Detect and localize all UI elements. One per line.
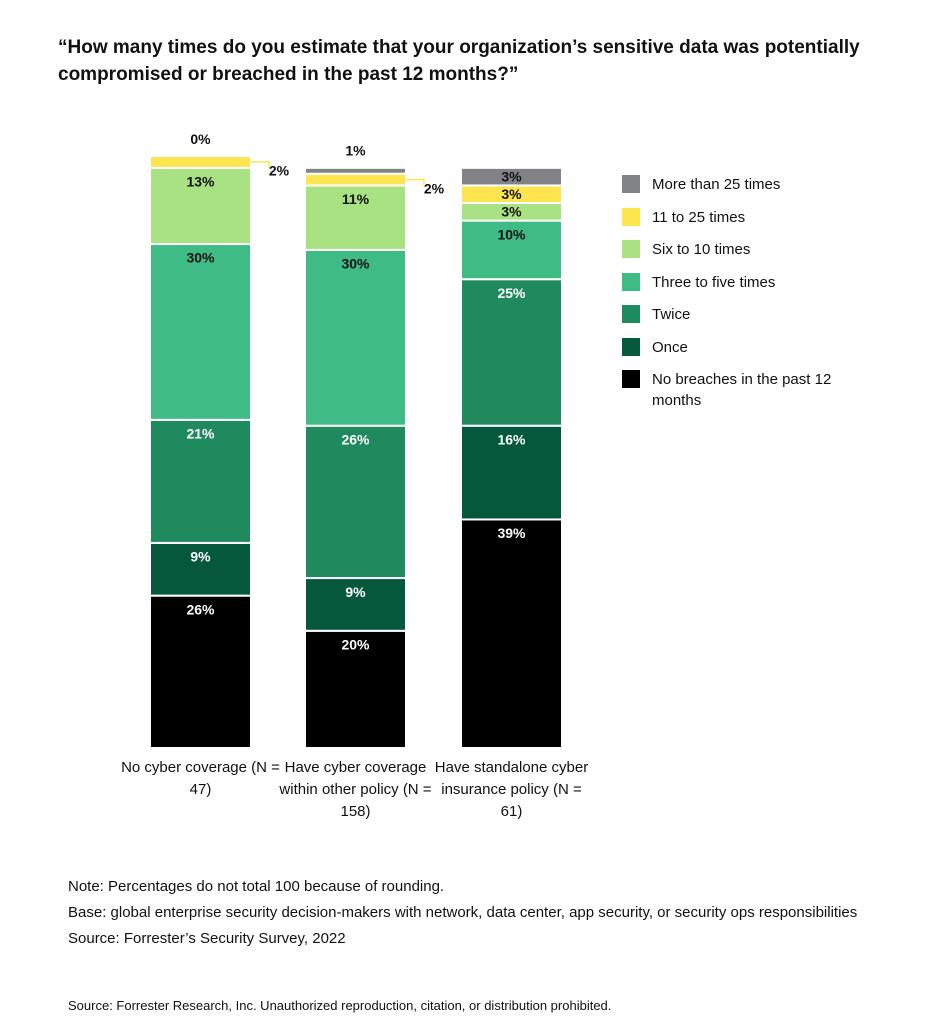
legend-item: More than 25 times [622,174,882,195]
legend-label: Three to five times [652,273,776,291]
legend: More than 25 times 11 to 25 times Six to 1… [622,174,882,423]
legend-swatch [622,207,640,226]
footer: Source: Forrester Research, Inc. Unautho… [68,998,612,1013]
value-label: 2% [424,180,445,196]
note: Source: Forrester’s Security Survey, 202… [68,930,346,947]
legend-item: Six to 10 times [622,239,882,260]
x-tick-label: No cyber coverage (N = 47) [121,759,280,798]
value-label: 9% [345,584,366,600]
value-label: 13% [186,174,215,190]
value-label: 30% [186,250,215,266]
value-label: 39% [497,525,526,541]
value-label: 30% [341,256,370,272]
bar-segment [304,248,407,427]
value-label: 16% [497,431,526,447]
legend-item: 11 to 25 times [622,207,882,228]
bar-segment [149,418,252,544]
x-tick-label: Have standalone cyber insurance policy (… [434,759,589,820]
value-label: 9% [190,549,211,565]
bar-segment [460,166,563,187]
value-label: 3% [501,204,522,220]
legend-swatch [622,240,640,258]
bar-segment [304,184,407,251]
legend-swatch [622,337,640,356]
value-label: 25% [497,285,526,301]
bar-segment [304,629,407,749]
legend-item: Twice [622,304,882,325]
bar-segment [460,424,563,521]
x-tick-label: Have cyber coverage within other policy … [279,759,432,820]
legend-label: More than 25 times [652,176,781,193]
note: Note: Percentages do not total 100 becau… [68,878,445,895]
bar-segment [460,278,563,427]
legend-label: No breaches in the past 12 months [652,371,832,409]
value-label: 0% [190,131,211,147]
legend-swatch [622,370,640,388]
value-label: 26% [341,431,370,447]
label-connector [251,161,270,168]
value-label: 1% [345,143,366,159]
legend-swatch [622,175,640,193]
value-label: 3% [501,168,522,184]
legend-label: Twice [652,306,691,323]
bar-segment [304,166,407,175]
label-connector [406,178,425,186]
legend-label: Once [652,338,688,356]
value-label: 26% [186,601,215,617]
value-label: 2% [269,163,290,179]
value-label: 11% [342,191,370,207]
bar-segment [304,172,407,187]
bar-segment [149,243,252,421]
bar-segment [460,219,563,281]
value-label: 3% [501,186,522,202]
note: Base: global enterprise security decisio… [68,904,858,921]
value-label: 21% [186,426,215,442]
bar-segment [149,594,252,750]
chart-title: “How many times do you estimate that you… [58,37,860,85]
legend-label: Six to 10 times [652,241,751,258]
legend-swatch [622,272,640,291]
legend-item: Once [622,337,882,358]
bar-segment [149,166,252,246]
legend-item: No breaches in the past 12 months [622,369,882,411]
value-label: 20% [341,637,370,653]
legend-swatch [622,305,640,323]
bar-segment [460,518,563,750]
bar-segment [304,424,407,580]
bar-segment [149,155,252,169]
legend-item: Three to five times [622,272,882,293]
legend-label: 11 to 25 times [652,208,746,226]
value-label: 10% [497,226,526,242]
bar-segment [304,577,407,632]
bar-segment [149,541,252,597]
notes: Note: Percentages do not total 100 becau… [68,876,898,954]
